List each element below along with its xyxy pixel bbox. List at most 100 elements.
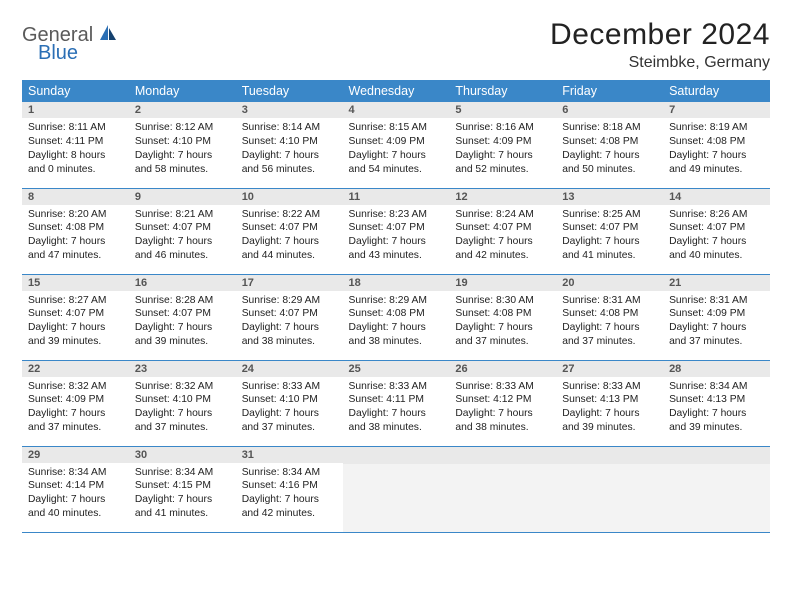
weekday-header: Monday [129, 80, 236, 102]
sunset-text: Sunset: 4:09 PM [669, 307, 764, 321]
weekday-header: Sunday [22, 80, 129, 102]
sunrise-text: Sunrise: 8:26 AM [669, 208, 764, 222]
sunset-text: Sunset: 4:10 PM [135, 393, 230, 407]
sunset-text: Sunset: 4:08 PM [28, 221, 123, 235]
sunrise-text: Sunrise: 8:34 AM [135, 466, 230, 480]
sunset-text: Sunset: 4:08 PM [455, 307, 550, 321]
calendar-row: 8Sunrise: 8:20 AMSunset: 4:08 PMDaylight… [22, 188, 770, 274]
calendar-cell: 16Sunrise: 8:28 AMSunset: 4:07 PMDayligh… [129, 274, 236, 360]
day-number: 22 [22, 361, 129, 377]
sunset-text: Sunset: 4:07 PM [135, 307, 230, 321]
daylight-text: Daylight: 7 hours and 37 minutes. [669, 321, 764, 349]
empty-day [556, 447, 663, 464]
daylight-text: Daylight: 7 hours and 37 minutes. [562, 321, 657, 349]
sunrise-text: Sunrise: 8:16 AM [455, 121, 550, 135]
daylight-text: Daylight: 7 hours and 39 minutes. [669, 407, 764, 435]
sunset-text: Sunset: 4:07 PM [562, 221, 657, 235]
daylight-text: Daylight: 7 hours and 42 minutes. [455, 235, 550, 263]
day-number: 25 [343, 361, 450, 377]
day-number: 21 [663, 275, 770, 291]
calendar-cell: 26Sunrise: 8:33 AMSunset: 4:12 PMDayligh… [449, 360, 556, 446]
day-number: 4 [343, 102, 450, 118]
day-number: 29 [22, 447, 129, 463]
daylight-text: Daylight: 7 hours and 40 minutes. [28, 493, 123, 521]
sunset-text: Sunset: 4:11 PM [349, 393, 444, 407]
day-body: Sunrise: 8:33 AMSunset: 4:12 PMDaylight:… [449, 377, 556, 440]
day-body: Sunrise: 8:23 AMSunset: 4:07 PMDaylight:… [343, 205, 450, 268]
daylight-text: Daylight: 7 hours and 49 minutes. [669, 149, 764, 177]
sunrise-text: Sunrise: 8:15 AM [349, 121, 444, 135]
sunrise-text: Sunrise: 8:19 AM [669, 121, 764, 135]
daylight-text: Daylight: 7 hours and 37 minutes. [28, 407, 123, 435]
calendar-cell: 22Sunrise: 8:32 AMSunset: 4:09 PMDayligh… [22, 360, 129, 446]
calendar-row: 29Sunrise: 8:34 AMSunset: 4:14 PMDayligh… [22, 446, 770, 532]
calendar-cell [663, 446, 770, 532]
weekday-header: Tuesday [236, 80, 343, 102]
calendar-cell: 8Sunrise: 8:20 AMSunset: 4:08 PMDaylight… [22, 188, 129, 274]
calendar-cell: 13Sunrise: 8:25 AMSunset: 4:07 PMDayligh… [556, 188, 663, 274]
month-title: December 2024 [550, 18, 770, 52]
sunrise-text: Sunrise: 8:20 AM [28, 208, 123, 222]
day-number: 1 [22, 102, 129, 118]
sunset-text: Sunset: 4:13 PM [669, 393, 764, 407]
sunset-text: Sunset: 4:13 PM [562, 393, 657, 407]
day-number: 31 [236, 447, 343, 463]
calendar-cell: 19Sunrise: 8:30 AMSunset: 4:08 PMDayligh… [449, 274, 556, 360]
logo-sail-icon [98, 24, 118, 47]
calendar-cell: 3Sunrise: 8:14 AMSunset: 4:10 PMDaylight… [236, 102, 343, 188]
daylight-text: Daylight: 7 hours and 37 minutes. [455, 321, 550, 349]
sunset-text: Sunset: 4:16 PM [242, 479, 337, 493]
daylight-text: Daylight: 7 hours and 37 minutes. [135, 407, 230, 435]
sunset-text: Sunset: 4:10 PM [242, 393, 337, 407]
day-body: Sunrise: 8:34 AMSunset: 4:14 PMDaylight:… [22, 463, 129, 526]
day-number: 17 [236, 275, 343, 291]
sunrise-text: Sunrise: 8:25 AM [562, 208, 657, 222]
day-body: Sunrise: 8:33 AMSunset: 4:10 PMDaylight:… [236, 377, 343, 440]
calendar-cell: 24Sunrise: 8:33 AMSunset: 4:10 PMDayligh… [236, 360, 343, 446]
logo-blue-row: Blue [38, 42, 78, 65]
day-number: 9 [129, 189, 236, 205]
day-body: Sunrise: 8:32 AMSunset: 4:09 PMDaylight:… [22, 377, 129, 440]
daylight-text: Daylight: 7 hours and 58 minutes. [135, 149, 230, 177]
sunset-text: Sunset: 4:07 PM [242, 221, 337, 235]
day-number: 10 [236, 189, 343, 205]
calendar-cell: 14Sunrise: 8:26 AMSunset: 4:07 PMDayligh… [663, 188, 770, 274]
sunset-text: Sunset: 4:10 PM [135, 135, 230, 149]
sunrise-text: Sunrise: 8:32 AM [28, 380, 123, 394]
calendar-cell: 31 Sunrise: 8:34 AMSunset: 4:16 PMDayligh… [236, 446, 343, 532]
calendar-cell: 9Sunrise: 8:21 AMSunset: 4:07 PMDaylight… [129, 188, 236, 274]
sunrise-text: Sunrise: 8:30 AM [455, 294, 550, 308]
weekday-header: Wednesday [343, 80, 450, 102]
calendar-cell: 4Sunrise: 8:15 AMSunset: 4:09 PMDaylight… [343, 102, 450, 188]
sunrise-text: Sunrise: 8:34 AM [242, 466, 337, 480]
daylight-text: Daylight: 7 hours and 41 minutes. [562, 235, 657, 263]
sunrise-text: Sunrise: 8:29 AM [349, 294, 444, 308]
sunset-text: Sunset: 4:09 PM [455, 135, 550, 149]
title-block: December 2024 Steimbke, Germany [550, 18, 770, 72]
day-number: 27 [556, 361, 663, 377]
weekday-header: Thursday [449, 80, 556, 102]
sunrise-text: Sunrise: 8:31 AM [669, 294, 764, 308]
day-body: Sunrise: 8:31 AMSunset: 4:09 PMDaylight:… [663, 291, 770, 354]
calendar-cell: 1Sunrise: 8:11 AMSunset: 4:11 PMDaylight… [22, 102, 129, 188]
day-number: 24 [236, 361, 343, 377]
sunrise-text: Sunrise: 8:31 AM [562, 294, 657, 308]
sunrise-text: Sunrise: 8:11 AM [28, 121, 123, 135]
sunset-text: Sunset: 4:07 PM [242, 307, 337, 321]
sunrise-text: Sunrise: 8:22 AM [242, 208, 337, 222]
day-body: Sunrise: 8:25 AMSunset: 4:07 PMDaylight:… [556, 205, 663, 268]
day-number: 2 [129, 102, 236, 118]
day-number: 14 [663, 189, 770, 205]
calendar-cell: 2Sunrise: 8:12 AMSunset: 4:10 PMDaylight… [129, 102, 236, 188]
day-number: 11 [343, 189, 450, 205]
sunrise-text: Sunrise: 8:32 AM [135, 380, 230, 394]
sunrise-text: Sunrise: 8:33 AM [242, 380, 337, 394]
daylight-text: Daylight: 7 hours and 38 minutes. [349, 321, 444, 349]
calendar-table: Sunday Monday Tuesday Wednesday Thursday… [22, 80, 770, 533]
daylight-text: Daylight: 7 hours and 42 minutes. [242, 493, 337, 521]
calendar-cell: 5Sunrise: 8:16 AMSunset: 4:09 PMDaylight… [449, 102, 556, 188]
day-body: Sunrise: 8:26 AMSunset: 4:07 PMDaylight:… [663, 205, 770, 268]
logo-text-blue: Blue [38, 42, 78, 64]
day-body: Sunrise: 8:29 AMSunset: 4:08 PMDaylight:… [343, 291, 450, 354]
day-number: 12 [449, 189, 556, 205]
